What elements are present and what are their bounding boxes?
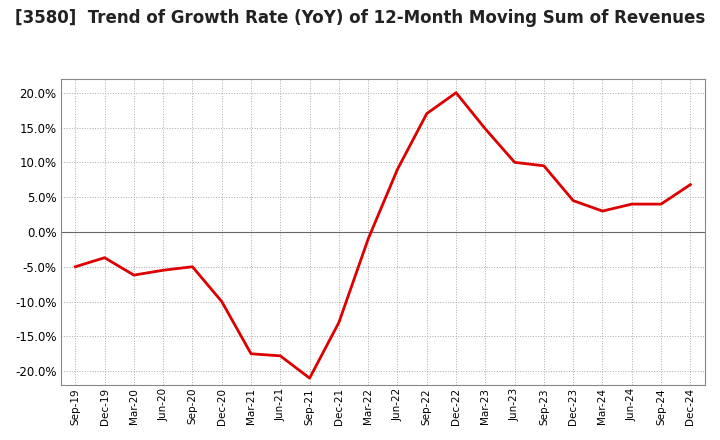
Text: [3580]  Trend of Growth Rate (YoY) of 12-Month Moving Sum of Revenues: [3580] Trend of Growth Rate (YoY) of 12-… [15, 9, 705, 27]
